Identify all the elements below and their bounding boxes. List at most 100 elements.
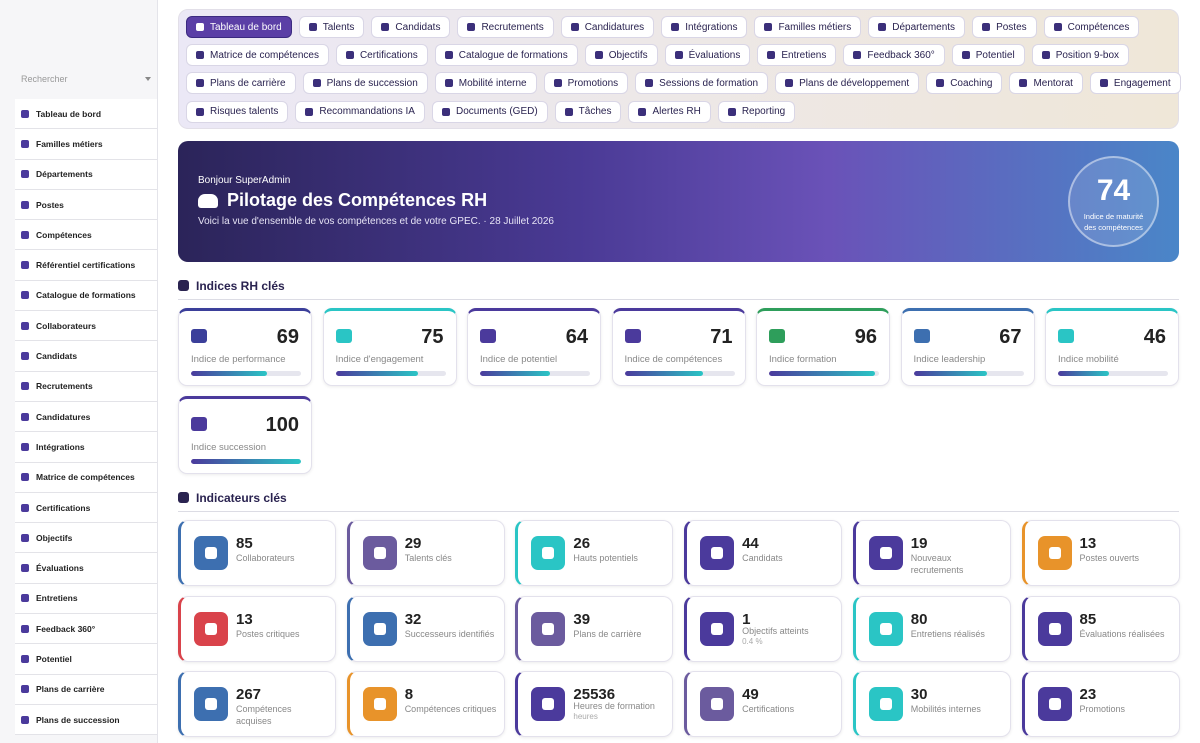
nav-pill[interactable]: Compétences <box>1043 16 1140 38</box>
nav-pill[interactable]: Départements <box>868 16 966 38</box>
sidebar-link[interactable]: Tableau de bord <box>15 99 157 130</box>
nav-pill[interactable]: Sessions de formation <box>635 72 769 95</box>
progress-bar <box>769 371 875 376</box>
sidebar-link[interactable]: Catalogue de formations <box>15 281 157 312</box>
sidebar-link[interactable]: Entretiens <box>15 584 157 615</box>
indicator-text: Certifications <box>742 703 834 715</box>
nav-pill[interactable]: Certifications <box>335 44 428 67</box>
indicator-text: Postes ouverts <box>1080 552 1172 564</box>
nav-pill[interactable]: Mobilité interne <box>434 72 537 95</box>
progress-track <box>1058 371 1168 376</box>
sidebar-link[interactable]: Évaluations <box>15 553 157 584</box>
nav-pill[interactable]: Promotions <box>543 72 629 95</box>
nav-pill[interactable]: Catalogue de formations <box>434 44 578 67</box>
nav-pill[interactable]: Feedback 360° <box>843 44 945 67</box>
indicator-value: 29 <box>404 535 422 552</box>
progress-bar <box>1058 371 1109 376</box>
nav-pill[interactable]: Postes <box>972 16 1037 38</box>
indicator-icon <box>868 687 903 721</box>
indicator-icon <box>700 536 735 570</box>
indicator-icon <box>362 536 397 570</box>
nav-pill[interactable]: Matrice de compétences <box>186 44 329 67</box>
nav-pill[interactable]: Tâches <box>554 100 622 123</box>
sidebar-link[interactable]: Compétences <box>15 220 157 251</box>
progress-bar <box>335 371 418 376</box>
indicator-value: 85 <box>1079 610 1097 628</box>
indicator-value: 44 <box>742 535 759 552</box>
nav-pill[interactable]: Mentorat <box>1009 72 1083 95</box>
nav-pill[interactable]: Position 9-box <box>1031 44 1130 67</box>
indicator-card: 19 Nouveaux recrutements <box>852 520 1011 586</box>
indicator-label: Postes ouverts <box>1079 553 1140 563</box>
indicator-value: 267 <box>236 686 262 703</box>
nav-pill[interactable]: Évaluations <box>664 44 751 67</box>
nav-pill[interactable]: Candidats <box>371 16 451 38</box>
indicator-label: Successeurs identifiés <box>404 628 495 639</box>
score-label: Indice de maturité des compétences <box>1083 212 1144 232</box>
index-card: 96 Indice formation <box>756 308 890 386</box>
sidebar-link[interactable]: Candidatures <box>15 402 157 433</box>
sidebar-link[interactable]: Référentiel certifications <box>15 250 157 281</box>
nav-pill[interactable]: Engagement <box>1089 72 1181 95</box>
index-icon <box>913 329 930 343</box>
nav-pill[interactable]: Candidatures <box>560 16 655 38</box>
indicator-value: 32 <box>404 610 422 628</box>
indicator-label: Objectifs atteints <box>742 625 809 636</box>
nav-pill[interactable]: Entretiens <box>757 44 837 67</box>
index-icon <box>624 329 641 343</box>
nav-pill[interactable]: Familles métiers <box>754 16 862 38</box>
nav-pill[interactable]: Coaching <box>926 72 1003 95</box>
index-value: 64 <box>565 326 588 348</box>
nav-pill[interactable]: Intégrations <box>661 16 748 38</box>
progress-track <box>191 371 301 376</box>
indicator-label: Évaluations réalisées <box>1079 628 1165 639</box>
sidebar-link[interactable]: Plans de succession <box>15 705 157 736</box>
search-input[interactable]: Rechercher <box>15 70 157 88</box>
sidebar-link[interactable]: Feedback 360° <box>15 614 157 645</box>
indicator-icon <box>531 611 566 646</box>
nav-pill[interactable]: Documents (GED) <box>431 100 548 123</box>
sidebar-link[interactable]: Plans de carrière <box>15 675 157 705</box>
indicator-card: 26 Hauts potentiels <box>515 520 674 586</box>
indicator-card: 80 Entretiens réalisés <box>852 595 1011 662</box>
sidebar-link[interactable]: Postes <box>15 190 157 221</box>
sidebar-link[interactable]: Potentiel <box>15 644 157 675</box>
indicator-text: Postes critiques <box>236 628 328 640</box>
hero-banner: Bonjour SuperAdmin Pilotage des Compéten… <box>178 141 1179 262</box>
index-card: 64 Indice de potentiel <box>467 308 601 386</box>
nav-pill[interactable]: Alertes RH <box>628 100 711 123</box>
index-icon <box>480 329 496 343</box>
index-label: Indice de compétences <box>624 354 723 365</box>
sidebar-link[interactable]: Candidats <box>15 341 157 372</box>
index-icon <box>335 329 352 343</box>
indicator-icon <box>1037 611 1072 646</box>
indicator-card: 29 Talents clés <box>346 520 505 586</box>
sidebar-link[interactable]: Intégrations <box>15 432 157 463</box>
sidebar-link[interactable]: Départements <box>15 160 157 190</box>
sidebar-link[interactable]: Recrutements <box>15 372 157 402</box>
nav-pill[interactable]: Reporting <box>717 100 796 123</box>
sidebar-link[interactable]: Familles métiers <box>15 129 157 160</box>
indicator-label: Entretiens réalisés <box>910 628 985 639</box>
indicator-text: Compétences critiques <box>405 703 497 715</box>
nav-pill[interactable]: Risques talents <box>186 100 289 123</box>
nav-pill[interactable]: Tableau de bord <box>186 16 292 38</box>
indicator-card: 13 Postes critiques <box>178 595 336 662</box>
nav-pill[interactable]: Potentiel <box>951 44 1025 67</box>
section-title: Indicateurs clés <box>178 491 1179 512</box>
index-label: Indice d'engagement <box>335 354 424 365</box>
indicator-label: Certifications <box>742 704 795 714</box>
sidebar-link[interactable]: Collaborateurs <box>15 311 157 342</box>
sidebar-link[interactable]: Certifications <box>15 493 157 524</box>
nav-pill[interactable]: Talents <box>298 16 365 38</box>
indicator-card: 49 Certifications <box>684 671 843 737</box>
nav-pill[interactable]: Plans de succession <box>302 72 428 95</box>
nav-pill[interactable]: Recommandations IA <box>295 100 425 123</box>
sidebar-link[interactable]: Matrice de compétences <box>15 463 157 493</box>
nav-pill[interactable]: Plans de développement <box>775 72 920 95</box>
indicator-text: Collaborateurs <box>236 552 328 564</box>
nav-pill[interactable]: Plans de carrière <box>186 72 296 95</box>
sidebar-link[interactable]: Objectifs <box>15 523 157 554</box>
nav-pill[interactable]: Objectifs <box>584 44 658 67</box>
nav-pill[interactable]: Recrutements <box>457 16 554 38</box>
